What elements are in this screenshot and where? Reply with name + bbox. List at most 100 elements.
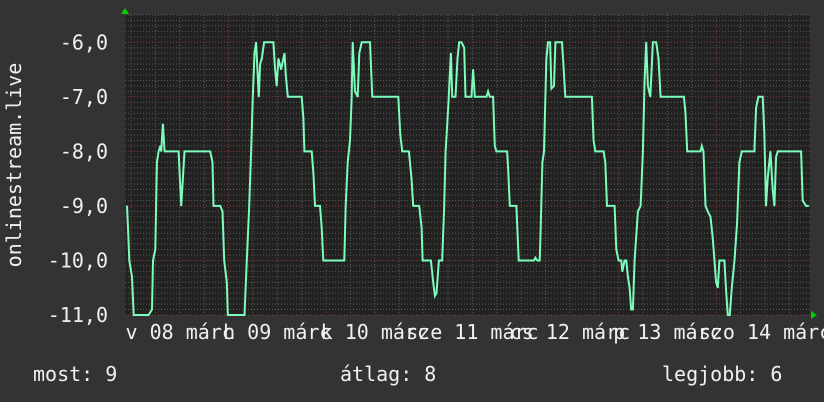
data-point — [133, 314, 135, 316]
data-point — [554, 41, 557, 43]
data-point — [625, 259, 627, 262]
data-point — [152, 259, 154, 262]
data-point — [515, 205, 518, 207]
data-point — [550, 88, 553, 90]
data-point — [259, 63, 261, 65]
data-point — [252, 96, 254, 98]
grid — [125, 14, 810, 316]
legend-average: átlag: 8 — [340, 362, 437, 386]
data-point — [311, 150, 313, 152]
data-point — [131, 276, 133, 278]
data-point — [727, 314, 729, 316]
data-point — [731, 287, 733, 289]
data-point — [301, 96, 303, 98]
data-point — [808, 205, 810, 207]
data-point — [322, 259, 324, 262]
data-point — [634, 259, 636, 262]
data-point — [494, 145, 496, 147]
y-tick-label: -11,0 — [48, 303, 108, 327]
data-point — [507, 167, 509, 169]
data-point — [543, 150, 545, 152]
data-point — [805, 205, 807, 207]
data-point — [652, 41, 654, 43]
data-point — [630, 308, 632, 311]
data-point — [684, 112, 687, 114]
data-point — [509, 205, 511, 207]
data-point — [223, 259, 225, 262]
data-point — [683, 96, 685, 98]
data-point — [545, 58, 548, 60]
x-tick-label: k 10 márc — [321, 320, 429, 344]
data-point — [209, 150, 211, 152]
data-point — [164, 150, 166, 152]
data-point — [769, 150, 772, 152]
data-point — [553, 85, 555, 87]
data-point — [775, 156, 777, 158]
data-point — [765, 205, 767, 207]
data-point — [401, 150, 403, 152]
data-point — [549, 41, 551, 43]
data-point — [347, 161, 349, 163]
data-point — [361, 41, 363, 43]
data-point — [438, 259, 440, 262]
data-point — [463, 47, 465, 49]
data-point — [645, 41, 647, 43]
data-point — [418, 205, 420, 207]
data-point — [253, 52, 256, 54]
data-point — [443, 205, 445, 207]
data-point — [472, 68, 474, 71]
data-point — [547, 41, 549, 43]
data-point — [534, 257, 537, 259]
data-point — [604, 161, 606, 163]
data-point — [536, 259, 538, 262]
data-point — [451, 96, 453, 98]
data-point — [594, 150, 596, 152]
data-point — [606, 205, 608, 207]
data-point — [246, 259, 248, 262]
data-point — [354, 90, 356, 92]
data-point — [319, 205, 321, 207]
data-point — [725, 289, 727, 292]
data-point — [408, 150, 410, 152]
data-point — [642, 150, 644, 152]
data-point — [219, 205, 221, 207]
data-point — [755, 107, 757, 109]
data-point — [615, 248, 617, 251]
y-axis-arrow-icon — [121, 8, 129, 14]
data-point — [470, 96, 473, 98]
data-point — [753, 150, 756, 152]
data-point — [243, 314, 246, 316]
y-tick-label: -8,0 — [60, 139, 108, 163]
data-point — [272, 41, 274, 43]
data-point — [435, 292, 438, 294]
data-point — [495, 150, 497, 152]
data-point — [321, 227, 323, 229]
data-point — [421, 227, 423, 229]
data-point — [544, 96, 547, 98]
data-point — [686, 150, 688, 152]
data-point — [183, 150, 186, 152]
data-point — [487, 90, 489, 92]
data-point — [312, 172, 314, 174]
data-point — [227, 314, 229, 316]
data-point — [603, 150, 605, 152]
data-point — [349, 139, 351, 142]
data-point — [624, 259, 626, 262]
data-point — [250, 150, 252, 152]
data-point — [371, 96, 373, 98]
data-point — [562, 63, 565, 65]
data-point — [160, 150, 162, 152]
data-point — [762, 96, 764, 98]
data-point — [539, 259, 541, 262]
data-point — [506, 150, 508, 152]
data-point — [738, 161, 741, 163]
data-point — [464, 96, 467, 98]
x-axis-arrow-icon — [811, 311, 817, 319]
data-point — [283, 52, 286, 54]
data-point — [741, 150, 743, 152]
data-point — [158, 150, 160, 152]
data-point — [303, 150, 305, 152]
data-point — [704, 205, 707, 207]
data-point — [593, 139, 595, 142]
